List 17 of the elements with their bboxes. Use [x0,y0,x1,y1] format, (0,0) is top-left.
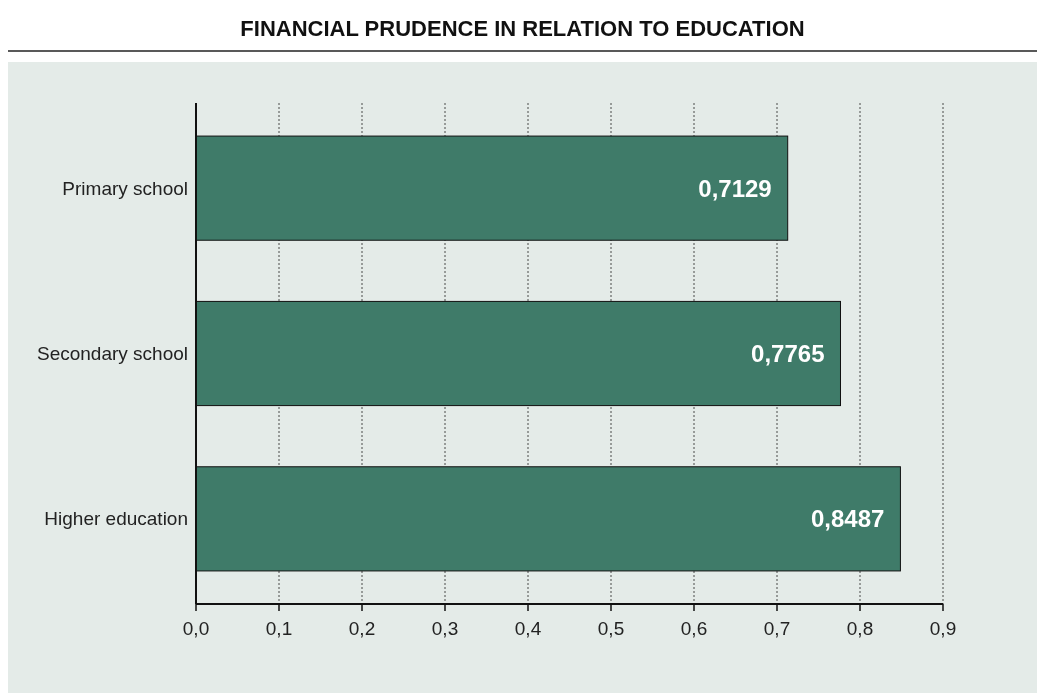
x-tick-label: 0,3 [431,617,459,639]
data-label: 0,8487 [811,505,885,533]
x-tick-label: 0,8 [846,617,874,639]
x-tick-label: 0,4 [514,617,542,639]
chart-title: FINANCIAL PRUDENCE IN RELATION TO EDUCATION [240,15,805,41]
x-tick-label: 0,6 [680,617,708,639]
data-label: 0,7129 [698,174,772,202]
y-tick-label: Higher education [44,508,188,530]
x-tick-label: 0,1 [265,617,293,639]
data-label: 0,7765 [751,339,825,367]
y-tick-label: Primary school [62,177,188,199]
y-tick-label: Secondary school [36,343,188,365]
x-tick-label: 0,7 [763,617,791,639]
x-tick-label: 0,0 [182,617,210,639]
x-tick-label: 0,2 [348,617,376,639]
x-tick-label: 0,5 [597,617,625,639]
x-tick-label: 0,9 [929,617,957,639]
